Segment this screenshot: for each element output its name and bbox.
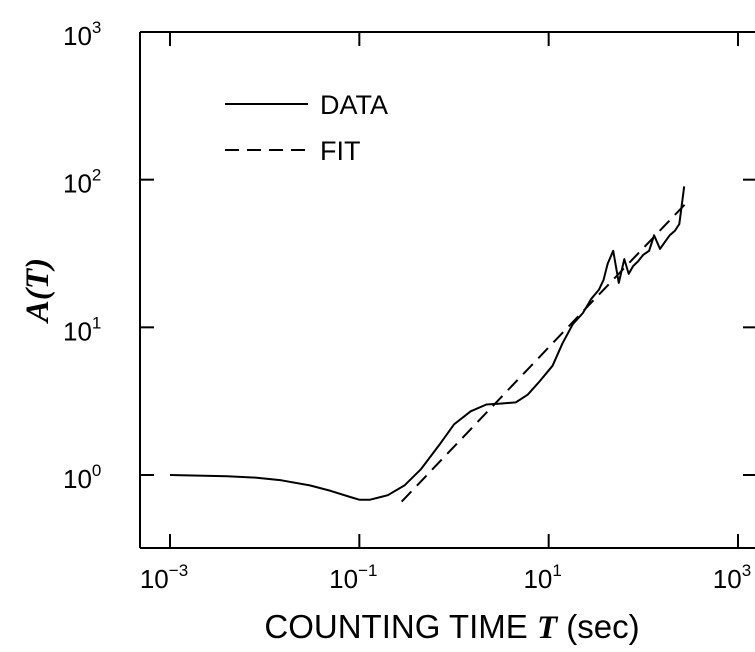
legend: DATA FIT [225, 90, 388, 166]
x-tick-label: 10−1 [329, 561, 377, 594]
x-tick-base: 10 [523, 564, 552, 594]
y-tick-label: 103 [63, 18, 101, 51]
series-layer [169, 186, 686, 503]
y-tick-base: 10 [63, 21, 92, 51]
x-tick-base: 10 [140, 564, 169, 594]
x-tick-label: 10−3 [140, 561, 188, 594]
x-axis-title-var: T [537, 610, 559, 646]
y-axis-title-func: A( [20, 287, 56, 324]
y-tick-label: 100 [63, 461, 101, 494]
y-tick-exp: 3 [92, 18, 101, 37]
x-tick-exp: 1 [552, 561, 561, 580]
x-tick-label: 103 [713, 561, 751, 594]
y-tick-base: 10 [63, 464, 92, 494]
y-axis-title-close: ) [20, 258, 56, 272]
series-fit-line [400, 203, 686, 503]
x-tick-base: 10 [329, 564, 358, 594]
x-tick-base: 10 [713, 564, 742, 594]
y-axis-title-var: T [20, 267, 56, 289]
y-tick-base: 10 [63, 316, 92, 346]
x-tick-label: 101 [523, 561, 561, 594]
y-tick-label: 101 [63, 313, 101, 346]
x-axis-title-prefix: COUNTING TIME [264, 608, 537, 645]
y-axis-title: A(T) [20, 258, 56, 324]
x-axis-title-suffix: (sec) [557, 608, 640, 645]
y-tick-exp: 1 [92, 313, 101, 332]
legend-data-label: DATA [320, 90, 388, 120]
x-axis-title: COUNTING TIME T (sec) [264, 608, 639, 646]
y-tick-exp: 2 [92, 166, 101, 185]
y-tick-label: 102 [63, 166, 101, 199]
axis-ticks [140, 31, 755, 548]
x-tick-exp: −3 [169, 561, 188, 580]
x-tick-exp: 3 [742, 561, 751, 580]
series-data-line [169, 186, 686, 501]
y-tick-exp: 0 [92, 461, 101, 480]
legend-fit-label: FIT [320, 136, 361, 166]
x-tick-exp: −1 [358, 561, 377, 580]
y-tick-base: 10 [63, 169, 92, 199]
